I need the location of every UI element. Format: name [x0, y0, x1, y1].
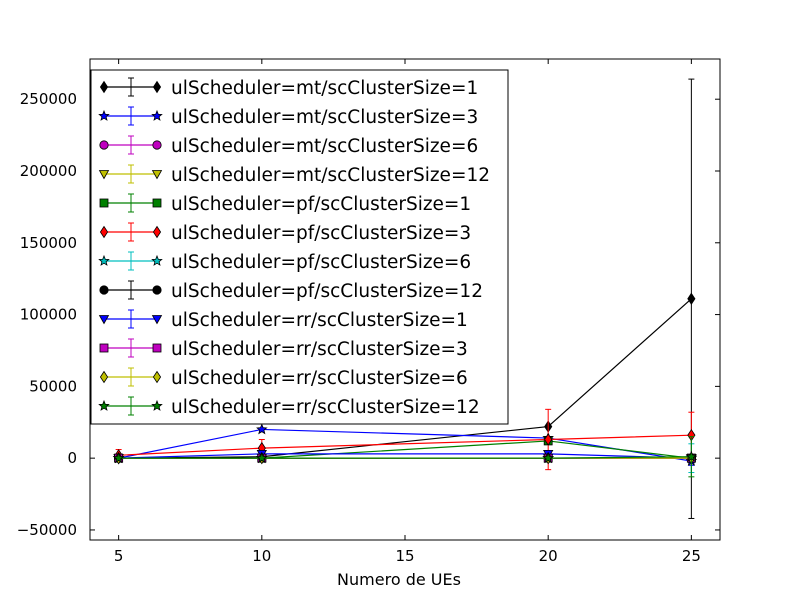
- data-point: [685, 450, 698, 462]
- legend-label: ulScheduler=pf/scClusterSize=12: [171, 281, 483, 302]
- legend-item: ulScheduler=pf/scClusterSize=6: [98, 251, 471, 273]
- y-tick-label: −50000: [17, 521, 77, 539]
- series-layer: [112, 78, 698, 519]
- series-line: [118, 456, 692, 459]
- legend-label: ulScheduler=pf/scClusterSize=3: [171, 223, 471, 244]
- legend-item: ulScheduler=rr/scClusterSize=6: [99, 367, 468, 389]
- legend-marker: [99, 140, 109, 150]
- y-tick-label: 100000: [20, 306, 77, 324]
- legend-item: ulScheduler=mt/scClusterSize=12: [98, 164, 490, 186]
- x-tick-label: 10: [252, 547, 271, 565]
- data-point: [687, 292, 696, 306]
- legend-item: ulScheduler=pf/scClusterSize=1: [99, 193, 471, 215]
- legend-marker: [151, 315, 163, 325]
- y-tick-label: 50000: [29, 377, 77, 395]
- series-line: [118, 453, 692, 459]
- legend-label: ulScheduler=pf/scClusterSize=6: [171, 252, 471, 273]
- legend-item: ulScheduler=mt/scClusterSize=1: [99, 77, 478, 99]
- legend-label: ulScheduler=rr/scClusterSize=1: [171, 310, 468, 331]
- legend-marker: [152, 140, 162, 150]
- x-axis-label: Numero de UEs: [337, 570, 461, 589]
- data-point: [256, 423, 268, 435]
- legend-label: ulScheduler=mt/scClusterSize=1: [171, 78, 478, 99]
- y-tick-label: 150000: [20, 234, 77, 252]
- x-tick-label: 25: [682, 547, 701, 565]
- legend-marker: [99, 80, 109, 94]
- legend-marker: [152, 285, 162, 295]
- x-tick-label: 5: [114, 547, 124, 565]
- legend-marker: [99, 343, 109, 353]
- legend-marker: [151, 254, 163, 266]
- legend-marker: [152, 343, 162, 353]
- legend-marker: [151, 109, 163, 121]
- legend-marker: [152, 370, 162, 384]
- legend-item: ulScheduler=mt/scClusterSize=6: [99, 135, 478, 157]
- legend-item: ulScheduler=rr/scClusterSize=12: [98, 396, 480, 418]
- legend-marker: [151, 170, 163, 180]
- ticks-layer: 5 10 15 20 25 −50000 0 50000 100000 150000 200000 2…: [17, 59, 720, 565]
- legend-marker: [98, 254, 110, 266]
- legend-label: ulScheduler=rr/scClusterSize=3: [171, 339, 468, 360]
- legend-box: [90, 69, 509, 425]
- legend-label: ulScheduler=mt/scClusterSize=6: [171, 136, 478, 157]
- legend-label: ulScheduler=rr/scClusterSize=12: [171, 397, 480, 418]
- legend-marker: [99, 285, 109, 295]
- legend-item: ulScheduler=pf/scClusterSize=3: [99, 222, 471, 244]
- legend-marker: [98, 170, 110, 180]
- legend-label: ulScheduler=mt/scClusterSize=3: [171, 107, 478, 128]
- x-tick-label: 15: [395, 547, 414, 565]
- y-tick-label: 250000: [20, 90, 77, 108]
- series-line: [118, 298, 692, 459]
- legend-item: ulScheduler=rr/scClusterSize=1: [98, 309, 468, 331]
- legend-item: ulScheduler=mt/scClusterSize=3: [98, 106, 478, 128]
- legend-marker: [151, 399, 163, 411]
- legend-marker: [152, 198, 162, 208]
- series-line: [118, 434, 692, 456]
- data-point: [112, 452, 125, 464]
- legend-marker: [99, 370, 109, 384]
- legend-item: ulScheduler=pf/scClusterSize=12: [99, 280, 483, 302]
- legend-marker: [99, 225, 109, 239]
- legend-marker: [98, 399, 110, 411]
- x-tick-label: 20: [539, 547, 558, 565]
- legend-label: ulScheduler=pf/scClusterSize=1: [171, 194, 471, 215]
- y-tick-label: 200000: [20, 162, 77, 180]
- legend-marker: [98, 109, 110, 121]
- legend-marker: [98, 315, 110, 325]
- y-tick-label: 0: [67, 449, 77, 467]
- data-point: [256, 452, 268, 464]
- legend-marker: [152, 80, 162, 94]
- legend-label: ulScheduler=rr/scClusterSize=6: [171, 368, 468, 389]
- series-12: [112, 436, 698, 478]
- legend-marker: [99, 198, 109, 208]
- legend-item: ulScheduler=rr/scClusterSize=3: [99, 338, 468, 360]
- legend: ulScheduler=mt/scClusterSize=1 ulSchedule…: [90, 69, 509, 425]
- data-point: [542, 452, 554, 464]
- data-point: [544, 433, 553, 446]
- legend-label: ulScheduler=mt/scClusterSize=12: [171, 165, 490, 186]
- legend-marker: [152, 225, 162, 239]
